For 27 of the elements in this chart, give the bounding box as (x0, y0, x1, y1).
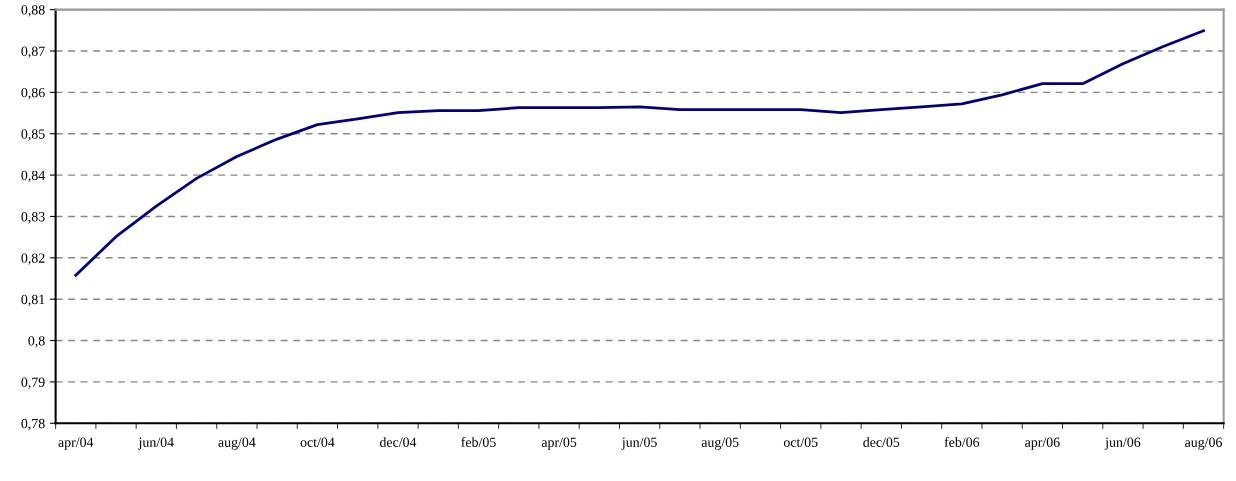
x-tick-label: aug/05 (701, 437, 739, 450)
x-tick-label: dec/05 (863, 437, 900, 447)
line-series (74, 29, 1205, 277)
x-tick-label: apr/05 (541, 437, 577, 450)
y-tick-label: 0,82 (21, 253, 45, 265)
y-tick-label: 0,81 (21, 294, 45, 307)
x-tick-label: jun/06 (1104, 437, 1141, 450)
x-tick-label: apr/04 (58, 437, 94, 450)
x-tick-label: jun/04 (138, 437, 174, 450)
y-tick-label: 0,78 (21, 418, 45, 431)
y-tick-label: 0,83 (21, 212, 45, 224)
y-tick-label: 0,8 (28, 336, 45, 348)
y-tick-label: 0,88 (21, 5, 45, 17)
y-tick-label: 0,79 (21, 377, 45, 389)
x-tick-label: aug/04 (218, 437, 256, 450)
y-tick-label: 0,84 (21, 170, 45, 183)
x-tick-label: feb/05 (461, 437, 496, 447)
x-tick-label: aug/06 (1185, 437, 1222, 450)
x-tick-label: feb/06 (944, 437, 980, 447)
x-tick-label: dec/04 (379, 437, 417, 447)
x-tick-label: apr/06 (1025, 437, 1060, 450)
y-tick-label: 0,87 (21, 46, 45, 58)
y-tick-label: 0,86 (21, 87, 45, 100)
x-tick-label: jun/05 (621, 437, 657, 450)
x-tick-label: oct/05 (783, 437, 818, 447)
y-tick-label: 0,85 (21, 129, 45, 141)
x-tick-label: oct/04 (300, 437, 335, 447)
